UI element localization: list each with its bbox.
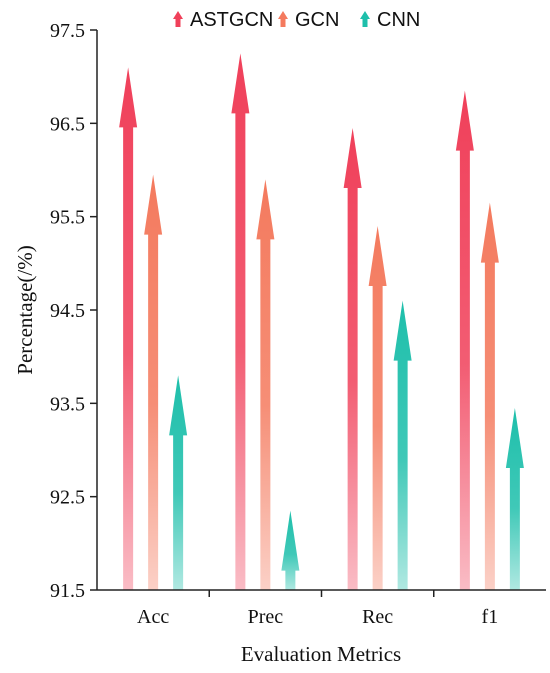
bar-gcn-rec [368, 226, 387, 590]
bar-astgcn-f1 [455, 90, 474, 591]
bar-gcn-acc [144, 174, 163, 590]
bar-gcn-prec [256, 179, 275, 591]
bar-cnn-acc [169, 375, 188, 590]
bar-cnn-f1 [505, 408, 524, 590]
y-tick-label: 94.5 [50, 300, 85, 322]
y-tick-label: 91.5 [50, 580, 85, 602]
legend-marker-gcn [278, 11, 288, 27]
x-tick-label: Prec [248, 606, 284, 628]
legend-marker-astgcn [173, 11, 183, 27]
x-axis-title: Evaluation Metrics [241, 642, 401, 666]
x-tick-label: Acc [137, 606, 169, 628]
bar-cnn-prec [281, 510, 300, 590]
bar-astgcn-prec [231, 53, 250, 591]
y-tick-label: 95.5 [50, 207, 85, 229]
legend: ASTGCN GCN CNN [173, 9, 420, 31]
x-tick-label: f1 [482, 606, 499, 628]
y-tick-label: 93.5 [50, 393, 85, 415]
y-tick-label: 92.5 [50, 487, 85, 509]
bar-astgcn-acc [119, 67, 138, 591]
x-tick-label: Rec [362, 606, 393, 628]
axes [96, 30, 546, 591]
y-tick-label: 96.5 [50, 113, 85, 135]
bar-astgcn-rec [343, 128, 362, 590]
legend-label-cnn: CNN [377, 9, 420, 31]
y-axis-title: Percentage(/%) [13, 245, 37, 374]
legend-label-gcn: GCN [295, 9, 339, 31]
bar-cnn-rec [393, 300, 412, 590]
legend-marker-cnn [360, 11, 370, 27]
x-ticks: Acc Prec Rec f1 [137, 590, 498, 628]
legend-label-astgcn: ASTGCN [190, 9, 273, 31]
bar-gcn-f1 [480, 202, 499, 590]
y-tick-label: 97.5 [50, 20, 85, 42]
bars [119, 53, 524, 591]
y-ticks: 91.5 92.5 93.5 94.5 95.5 96.5 97.5 [50, 20, 97, 602]
